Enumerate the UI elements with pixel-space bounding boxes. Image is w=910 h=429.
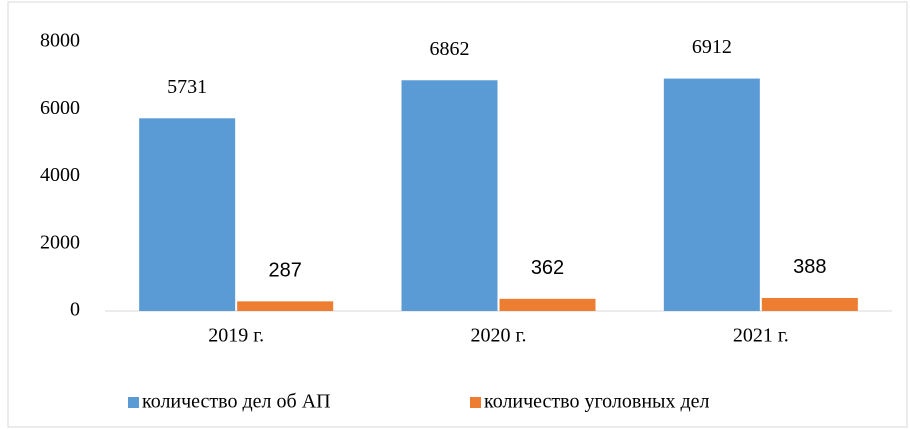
y-tick-label: 0 [70,299,80,321]
bar [761,297,858,311]
data-label: 5731 [167,76,207,98]
bar [237,301,334,311]
x-tick-label: 2019 г. [208,325,264,347]
bar [663,78,760,311]
y-tick-label: 8000 [40,30,80,52]
data-label: 362 [531,257,564,279]
bar [499,298,596,311]
data-label: 287 [268,260,301,282]
data-label: 388 [793,256,826,278]
bar [401,80,498,311]
data-label: 6912 [692,36,732,58]
y-tick-label: 4000 [40,164,80,186]
bar [139,118,236,311]
legend-swatch [128,397,139,408]
legend-label: количество уголовных дел [484,391,710,413]
y-tick-label: 6000 [40,97,80,119]
legend-label: количество дел об АП [142,391,331,413]
y-tick-label: 2000 [40,231,80,253]
x-tick-label: 2021 г. [733,325,789,347]
data-label: 6862 [430,38,470,60]
chart-frame [7,1,908,428]
legend-swatch [470,397,481,408]
x-tick-label: 2020 г. [471,325,527,347]
